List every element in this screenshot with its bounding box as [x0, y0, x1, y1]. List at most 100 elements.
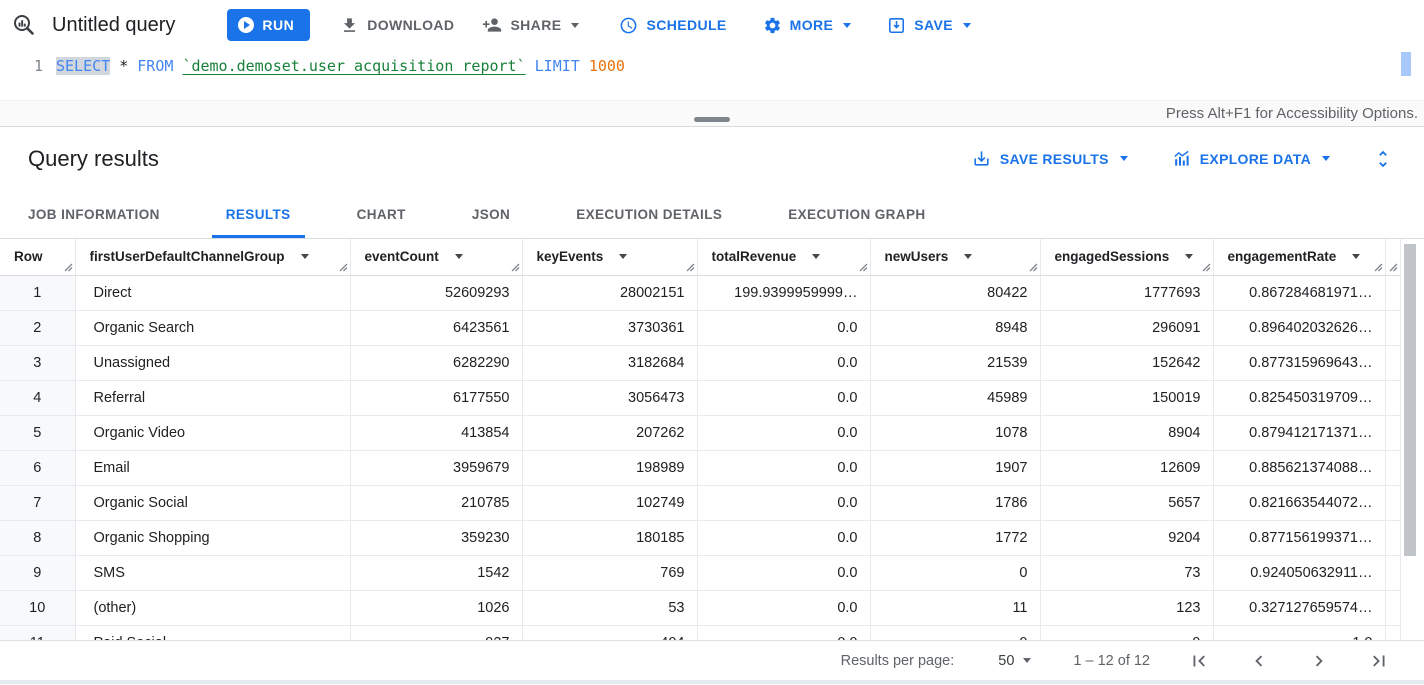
table-cell[interactable]: 0.327127659574…	[1213, 590, 1386, 626]
table-cell[interactable]: 5657	[1040, 485, 1214, 521]
table-cell[interactable]: 0.0	[697, 310, 871, 346]
table-cell[interactable]: 180185	[522, 520, 698, 556]
table-cell[interactable]: 0.867284681971…	[1213, 275, 1386, 311]
table-cell[interactable]: 413854	[350, 415, 523, 451]
column-resize-grip[interactable]	[1029, 263, 1038, 272]
table-cell[interactable]: 0.885621374088…	[1213, 450, 1386, 486]
table-cell[interactable]: 1.0	[1213, 625, 1386, 640]
save-button[interactable]: SAVE	[887, 16, 971, 35]
column-resize-grip[interactable]	[339, 263, 348, 272]
table-cell[interactable]: 199.9399959999…	[697, 275, 871, 311]
table-cell[interactable]: 8948	[870, 310, 1041, 346]
table-cell[interactable]: 0.825450319709…	[1213, 380, 1386, 416]
table-cell[interactable]: 1772	[870, 520, 1041, 556]
table-cell[interactable]: 0	[870, 625, 1041, 640]
table-cell[interactable]: Direct	[75, 275, 351, 311]
column-resize-grip[interactable]	[686, 263, 695, 272]
table-cell[interactable]: Organic Shopping	[75, 520, 351, 556]
table-cell[interactable]: 0.0	[697, 415, 871, 451]
table-cell[interactable]: Paid Social	[75, 625, 351, 640]
table-cell[interactable]: 769	[522, 555, 698, 591]
column-header-totalRevenue[interactable]: totalRevenue	[697, 239, 871, 276]
table-cell[interactable]: 53	[522, 590, 698, 626]
download-button[interactable]: DOWNLOAD	[340, 16, 454, 35]
table-cell[interactable]: 296091	[1040, 310, 1214, 346]
table-cell[interactable]: 1907	[870, 450, 1041, 486]
table-cell[interactable]: 80422	[870, 275, 1041, 311]
table-scrollbar-thumb[interactable]	[1404, 244, 1416, 556]
table-cell[interactable]: 1777693	[1040, 275, 1214, 311]
table-cell[interactable]: Organic Social	[75, 485, 351, 521]
last-page-button[interactable]	[1368, 650, 1390, 672]
column-resize-grip[interactable]	[1389, 263, 1398, 272]
tab-execution-details[interactable]: EXECUTION DETAILS	[576, 206, 723, 222]
table-cell[interactable]: 404	[522, 625, 698, 640]
table-cell[interactable]: 0.821663544072…	[1213, 485, 1386, 521]
table-cell[interactable]: 12609	[1040, 450, 1214, 486]
table-cell[interactable]: Referral	[75, 380, 351, 416]
first-page-button[interactable]	[1188, 650, 1210, 672]
column-header-eventCount[interactable]: eventCount	[350, 239, 523, 276]
save-results-button[interactable]: SAVE RESULTS	[972, 149, 1128, 168]
table-cell[interactable]: 1078	[870, 415, 1041, 451]
explore-data-button[interactable]: EXPLORE DATA	[1172, 149, 1330, 168]
schedule-button[interactable]: SCHEDULE	[619, 16, 726, 35]
query-title[interactable]: Untitled query	[52, 13, 176, 36]
column-menu-caret-icon[interactable]	[300, 254, 309, 260]
table-cell[interactable]: 52609293	[350, 275, 523, 311]
table-cell[interactable]: 0.896402032626…	[1213, 310, 1386, 346]
table-cell[interactable]: 3056473	[522, 380, 698, 416]
panel-resize-handle[interactable]	[694, 117, 730, 122]
next-page-button[interactable]	[1308, 650, 1330, 672]
column-menu-caret-icon[interactable]	[812, 254, 821, 260]
table-cell[interactable]: 3182684	[522, 345, 698, 381]
tab-json[interactable]: JSON	[471, 206, 511, 222]
share-button[interactable]: SHARE	[482, 15, 580, 35]
table-cell[interactable]: 6423561	[350, 310, 523, 346]
column-resize-grip[interactable]	[1202, 263, 1211, 272]
table-cell[interactable]: 9204	[1040, 520, 1214, 556]
column-resize-grip[interactable]	[511, 263, 520, 272]
column-menu-caret-icon[interactable]	[1185, 254, 1194, 260]
table-cell[interactable]: 0.877315969643…	[1213, 345, 1386, 381]
table-cell[interactable]: 0.924050632911…	[1213, 555, 1386, 591]
table-cell[interactable]: 0	[870, 555, 1041, 591]
expand-results-button[interactable]	[1372, 148, 1394, 170]
column-header-engagedSessions[interactable]: engagedSessions	[1040, 239, 1214, 276]
table-cell[interactable]: 11	[870, 590, 1041, 626]
previous-page-button[interactable]	[1248, 650, 1270, 672]
table-cell[interactable]: 207262	[522, 415, 698, 451]
table-cell[interactable]: 0.0	[697, 380, 871, 416]
table-cell[interactable]: 21539	[870, 345, 1041, 381]
column-header-newUsers[interactable]: newUsers	[870, 239, 1041, 276]
table-cell[interactable]: 8904	[1040, 415, 1214, 451]
table-cell[interactable]: 6177550	[350, 380, 523, 416]
table-cell[interactable]: 102749	[522, 485, 698, 521]
tab-results[interactable]: RESULTS	[211, 190, 305, 238]
table-cell[interactable]: 45989	[870, 380, 1041, 416]
sql-code-line[interactable]: SELECT * FROM `demo.demoset.user_acquisi…	[56, 50, 625, 100]
tab-chart[interactable]: CHART	[356, 206, 406, 222]
table-cell[interactable]: 359230	[350, 520, 523, 556]
table-cell[interactable]: Email	[75, 450, 351, 486]
table-cell[interactable]: 0.0	[697, 555, 871, 591]
column-menu-caret-icon[interactable]	[454, 254, 463, 260]
column-menu-caret-icon[interactable]	[1352, 254, 1361, 260]
column-header-keyEvents[interactable]: keyEvents	[522, 239, 698, 276]
column-header-engagementRate[interactable]: engagementRate	[1213, 239, 1386, 276]
table-cell[interactable]: 0.877156199371…	[1213, 520, 1386, 556]
column-resize-grip[interactable]	[859, 263, 868, 272]
table-cell[interactable]: 3730361	[522, 310, 698, 346]
run-button[interactable]: RUN	[227, 9, 311, 41]
column-header-firstUserDefaultChannelGroup[interactable]: firstUserDefaultChannelGroup	[75, 239, 351, 276]
table-cell[interactable]: SMS	[75, 555, 351, 591]
table-cell[interactable]: 28002151	[522, 275, 698, 311]
table-cell[interactable]: 152642	[1040, 345, 1214, 381]
table-cell[interactable]: 210785	[350, 485, 523, 521]
column-menu-caret-icon[interactable]	[964, 254, 973, 260]
table-cell[interactable]: 0.0	[697, 345, 871, 381]
table-cell[interactable]: 6282290	[350, 345, 523, 381]
column-resize-grip[interactable]	[64, 263, 73, 272]
table-cell[interactable]: 150019	[1040, 380, 1214, 416]
table-cell[interactable]: 0.0	[697, 590, 871, 626]
